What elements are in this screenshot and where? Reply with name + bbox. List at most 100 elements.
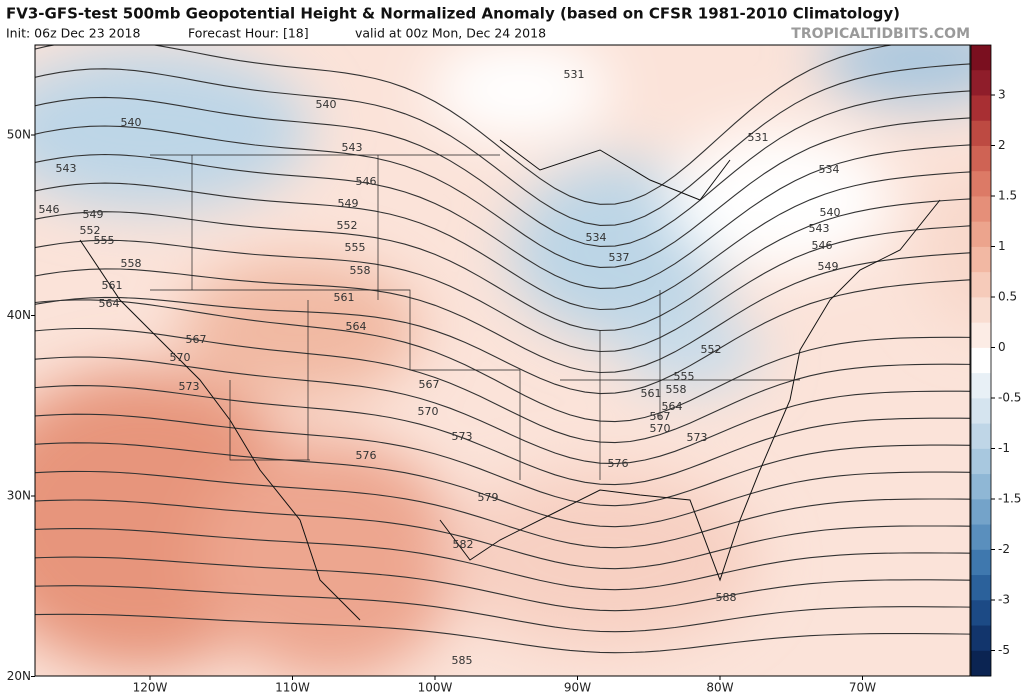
colorbar-tick-label: -5 bbox=[998, 643, 1010, 657]
contour-label: 531 bbox=[564, 68, 585, 81]
lon-label: 120W bbox=[133, 681, 168, 695]
contour-label: 579 bbox=[478, 491, 499, 504]
contour-label: 564 bbox=[346, 320, 367, 333]
contour-line bbox=[35, 442, 970, 528]
contour-label: 558 bbox=[121, 257, 142, 270]
colorbar-tick-label: 1 bbox=[998, 239, 1006, 253]
colorbar-segment bbox=[971, 120, 991, 147]
contour-label: 564 bbox=[99, 297, 120, 310]
contour-label: 576 bbox=[356, 449, 377, 462]
contour-label: 534 bbox=[586, 231, 607, 244]
contour-label: 570 bbox=[650, 422, 671, 435]
contour-label: 540 bbox=[316, 98, 337, 111]
colorbar-segment bbox=[971, 221, 991, 248]
contour-label: 543 bbox=[56, 162, 77, 175]
lat-label: 50N bbox=[7, 128, 31, 142]
anomaly-field bbox=[35, 45, 970, 676]
colorbar-segment bbox=[971, 474, 991, 500]
contour-line bbox=[35, 171, 970, 311]
colorbar-segment bbox=[971, 625, 991, 652]
colorbar-tick-label: 2 bbox=[998, 138, 1006, 152]
contour-label: 555 bbox=[674, 370, 695, 383]
contour-label: 534 bbox=[819, 163, 840, 176]
colorbar-tick-label: -3 bbox=[998, 593, 1010, 607]
contour-label: 561 bbox=[102, 279, 123, 292]
contour-line bbox=[35, 413, 970, 507]
colorbar-segment bbox=[971, 650, 991, 677]
colorbar-tick-label: -2 bbox=[998, 542, 1010, 556]
colorbar-segment bbox=[971, 600, 991, 627]
contour-label: 585 bbox=[452, 654, 473, 667]
colorbar-segment bbox=[971, 423, 991, 450]
contour-label: 552 bbox=[701, 343, 722, 356]
contour-line bbox=[35, 356, 970, 465]
contour-line bbox=[35, 613, 970, 654]
colorbar-tick-label: -1 bbox=[998, 441, 1010, 455]
colorbar-tick-label: 0.5 bbox=[998, 290, 1017, 304]
colorbar-tick-label: -0.5 bbox=[998, 391, 1021, 405]
contour-line bbox=[35, 45, 895, 205]
contour-label: 564 bbox=[662, 400, 683, 413]
contour-label: 555 bbox=[345, 241, 366, 254]
contour-line bbox=[35, 225, 970, 353]
colorbar-frame bbox=[970, 44, 992, 677]
colorbar-segment bbox=[971, 297, 991, 324]
lat-label: 30N bbox=[7, 489, 31, 503]
contour-label: 576 bbox=[608, 457, 629, 470]
colorbar-segment bbox=[971, 524, 991, 551]
colorbar-segment bbox=[971, 549, 991, 576]
contour-line bbox=[35, 385, 970, 486]
title: FV3-GFS-test 500mb Geopotential Height &… bbox=[6, 5, 900, 23]
colorbar-segment bbox=[971, 45, 991, 71]
contour-label: 567 bbox=[186, 333, 207, 346]
lon-label: 80W bbox=[706, 681, 733, 695]
contour-label: 567 bbox=[419, 378, 440, 391]
colorbar-segment bbox=[971, 272, 991, 298]
colorbar-segment bbox=[971, 145, 991, 172]
forecast-hour: Forecast Hour: [18] bbox=[188, 26, 309, 41]
contour-line bbox=[35, 90, 970, 247]
axes: 50N 40N 30N 20N 120W 110W 100W 90W 80W 70W bbox=[7, 128, 876, 695]
contour-label: 561 bbox=[641, 387, 662, 400]
init-time: Init: 06z Dec 23 2018 bbox=[6, 26, 141, 41]
contour-label: 552 bbox=[80, 224, 101, 237]
colorbar-tick-label: -1.5 bbox=[998, 492, 1021, 506]
contour-label: 549 bbox=[83, 208, 104, 221]
height-contours bbox=[35, 45, 970, 654]
contour-label: 573 bbox=[452, 430, 473, 443]
contour-line bbox=[35, 528, 970, 591]
watermark: TROPICALTIDBITS.COM bbox=[791, 26, 970, 42]
valid-time: valid at 00z Mon, Dec 24 2018 bbox=[355, 26, 546, 41]
contour-line bbox=[35, 279, 970, 395]
contour-line bbox=[35, 117, 970, 268]
contour-label: 561 bbox=[334, 291, 355, 304]
contour-label: 549 bbox=[818, 260, 839, 273]
contour-label: 558 bbox=[666, 383, 687, 396]
lon-label: 70W bbox=[849, 681, 876, 695]
lon-label: 90W bbox=[564, 681, 591, 695]
contour-label: 546 bbox=[356, 175, 377, 188]
contour-line bbox=[35, 327, 970, 444]
colorbar-segment bbox=[971, 575, 991, 601]
contour-label: 555 bbox=[94, 234, 115, 247]
contour-label: 537 bbox=[609, 251, 630, 264]
colorbar-segment bbox=[971, 95, 991, 122]
colorbar-tick-label: 1.5 bbox=[998, 189, 1017, 203]
colorbar-tick-label: 3 bbox=[998, 88, 1006, 102]
contour-label: 543 bbox=[342, 141, 363, 154]
lat-label: 20N bbox=[7, 669, 31, 683]
contour-line bbox=[35, 252, 970, 374]
contour-label: 546 bbox=[39, 203, 60, 216]
lon-label: 110W bbox=[275, 681, 310, 695]
map-frame bbox=[34, 44, 971, 677]
contour-label: 552 bbox=[337, 219, 358, 232]
colorbar-segment bbox=[971, 499, 991, 526]
contour-label: 546 bbox=[812, 239, 833, 252]
contour-line bbox=[35, 144, 970, 289]
lat-label: 40N bbox=[7, 308, 31, 322]
contour-label: 558 bbox=[350, 264, 371, 277]
colorbar-segment bbox=[971, 322, 991, 349]
contour-label: 573 bbox=[687, 431, 708, 444]
